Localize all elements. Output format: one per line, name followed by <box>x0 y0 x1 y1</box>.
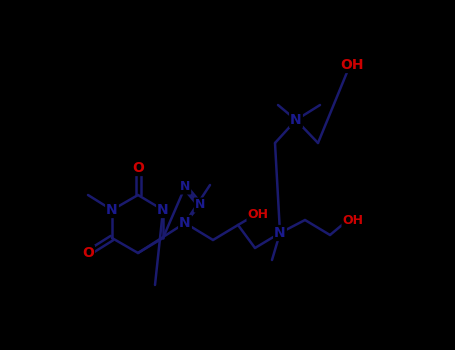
Text: N: N <box>106 203 118 217</box>
Text: N: N <box>195 198 205 211</box>
Text: OH: OH <box>340 58 364 72</box>
Text: OH: OH <box>248 208 268 220</box>
Text: O: O <box>132 161 144 175</box>
Text: N: N <box>179 216 191 230</box>
Text: OH: OH <box>343 214 364 226</box>
Text: N: N <box>157 203 169 217</box>
Text: N: N <box>290 113 302 127</box>
Text: N: N <box>180 181 190 194</box>
Text: N: N <box>274 226 286 240</box>
Text: O: O <box>82 246 94 260</box>
